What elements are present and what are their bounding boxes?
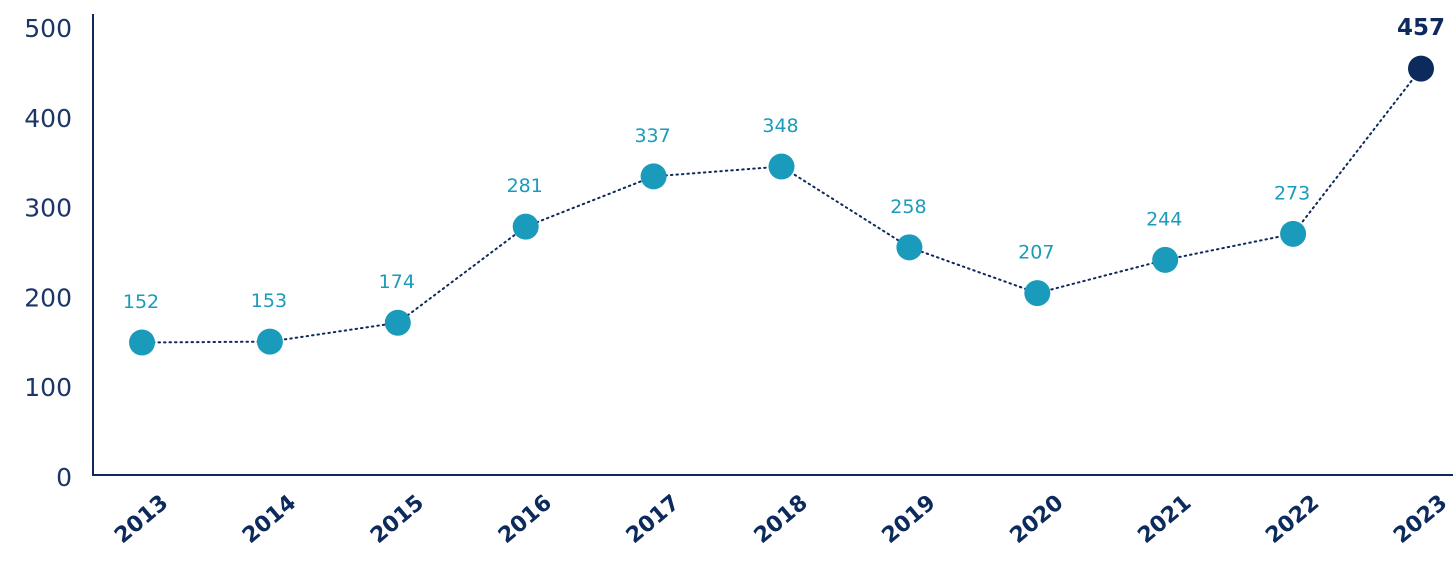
x-tick-label: 2021 [1133,490,1196,549]
point [256,328,283,355]
point [384,309,411,336]
series-line [141,67,1422,344]
value-label: 258 [890,196,926,218]
value-label: 152 [123,291,159,313]
point [512,213,539,240]
x-tick-label: 2022 [1261,490,1324,549]
value-label: 174 [379,271,415,293]
value-label: 281 [507,175,543,197]
point [129,329,155,356]
value-label: 273 [1274,182,1310,204]
x-tick-label: 2023 [1389,490,1452,549]
point [768,153,795,180]
value-label: 207 [1018,242,1054,264]
point [896,234,923,261]
value-label: 457 [1397,15,1445,41]
y-tick-label: 400 [24,104,72,133]
y-tick-label: 200 [24,283,72,312]
value-label: 337 [634,125,670,147]
y-tick-label: 300 [24,194,72,223]
y-tick-label: 0 [56,463,72,492]
x-tick-label: 2018 [750,490,813,549]
x-tick-label: 2014 [238,490,301,549]
y-tick-label: 100 [24,373,72,402]
x-tick-label: 2015 [366,490,429,549]
x-tick-label: 2013 [110,490,173,549]
x-tick-label: 2017 [622,490,685,549]
y-tick-label: 500 [24,14,72,43]
point [1408,55,1434,82]
x-tick-label: 2019 [878,490,941,549]
point [1024,280,1051,307]
x-tick-label: 2020 [1005,490,1068,549]
x-tick-label: 2016 [494,490,557,549]
point [1280,220,1307,247]
value-label: 153 [251,290,287,312]
point [1152,246,1179,273]
value-label: 244 [1146,208,1182,230]
point [640,163,667,190]
value-label: 348 [762,115,798,137]
